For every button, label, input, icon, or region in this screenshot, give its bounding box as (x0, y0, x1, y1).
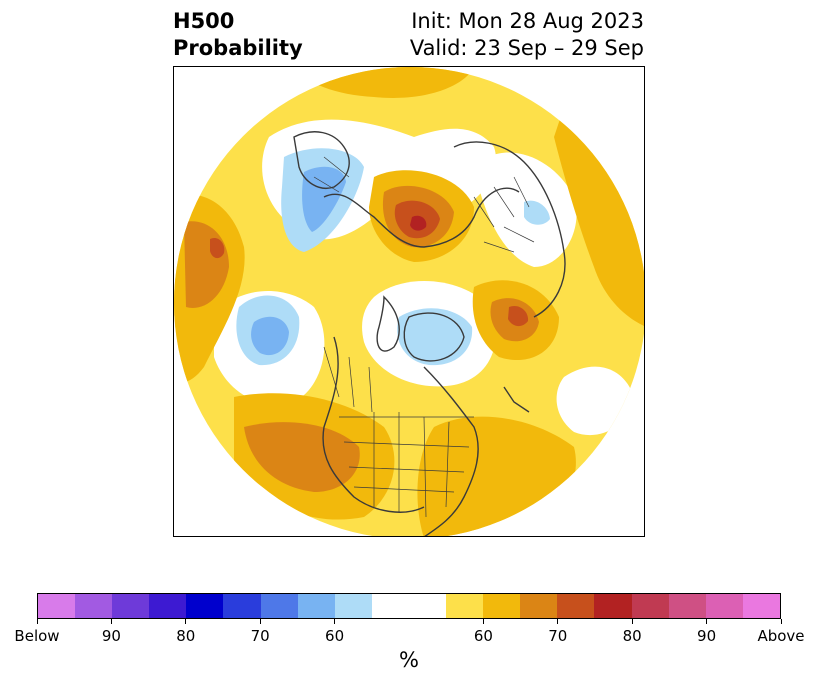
field-below-60-asia (524, 200, 550, 225)
coastlines (293, 131, 566, 536)
field-above-max-asia (410, 215, 427, 231)
colorbar-tick-label: 80 (176, 627, 196, 645)
colorbar-segment (520, 594, 558, 618)
colorbar-tick-label: 90 (101, 627, 121, 645)
colorbar-tick (631, 619, 633, 624)
colorbar-tick (780, 619, 782, 624)
field-above-70-south (417, 416, 576, 536)
borders-europe (313, 156, 350, 193)
colorbar-segment (557, 594, 595, 618)
colorbar-segment (371, 594, 409, 618)
colorbar-segment (408, 594, 447, 618)
polar-projection-map (174, 67, 644, 536)
colorbar-segment (149, 594, 187, 618)
coastline-northamerica-west (322, 336, 425, 513)
colorbar-segment (705, 594, 743, 618)
colorbar-segment (75, 594, 113, 618)
borders-eurasia (473, 176, 535, 253)
title-init-date: Init: Mon 28 Aug 2023 (411, 9, 644, 33)
borders-canada (323, 346, 373, 413)
colorbar-tick-label: 80 (622, 627, 642, 645)
colorbar-segment (334, 594, 372, 618)
colorbar-tick (36, 619, 38, 624)
colorbar-tick-label: Above (757, 627, 805, 645)
coastline-northamerica-east (423, 366, 479, 536)
colorbar-segment (483, 594, 521, 618)
colorbar-segment (631, 594, 669, 618)
colorbar-segment (112, 594, 150, 618)
coastline-greenland (376, 295, 400, 352)
coastline-japan (503, 386, 530, 413)
colorbar-tick (334, 619, 336, 624)
colorbar-tick-label: 70 (250, 627, 270, 645)
colorbar-segment (594, 594, 632, 618)
colorbar (37, 593, 781, 619)
field-below-70-europe (302, 166, 346, 232)
colorbar-segment (446, 594, 484, 618)
colorbar-tick (706, 619, 708, 624)
field-above-90-west (210, 237, 225, 259)
colorbar-segment (297, 594, 335, 618)
map-panel (173, 66, 645, 537)
borders (313, 156, 535, 518)
title-right: Init: Mon 28 Aug 2023 Valid: 23 Sep – 29… (410, 8, 644, 62)
colorbar-segment (260, 594, 298, 618)
colorbar-tick (482, 619, 484, 624)
colorbar-segment (742, 594, 780, 618)
coastline-scandinavia (293, 131, 350, 189)
colorbar-tick (185, 619, 187, 624)
coastline-arctic-islands (403, 312, 465, 362)
colorbar-segment (186, 594, 224, 618)
colorbar-tick-label: 90 (697, 627, 717, 645)
colorbar-tick-label: 60 (473, 627, 493, 645)
field-near-normal-atlantic (556, 366, 634, 436)
colorbar-unit-label: % (399, 648, 419, 672)
colorbar-segment (223, 594, 261, 618)
colorbar-tick (557, 619, 559, 624)
colorbar-tick (110, 619, 112, 624)
title-valid-range: Valid: 23 Sep – 29 Sep (409, 36, 644, 60)
colorbar-tick-label: 60 (325, 627, 345, 645)
field-above-80-northamerica (244, 422, 360, 492)
probability-field (174, 67, 644, 536)
title-variable: H500 (173, 9, 235, 33)
title-product: Probability (173, 36, 303, 60)
field-above-90-atlantic (508, 305, 529, 327)
colorbar-segment (38, 594, 76, 618)
colorbar-segment (668, 594, 706, 618)
title-left: H500 Probability (173, 8, 303, 62)
colorbar-tick (259, 619, 261, 624)
borders-usa (339, 412, 474, 518)
colorbar-tick-label: 70 (548, 627, 568, 645)
colorbar-tick-label: Below (14, 627, 60, 645)
coastline-asia-east (453, 141, 566, 318)
field-below-70-pacific (251, 316, 289, 356)
coastline-eurasia (323, 187, 520, 248)
field-below-60-arctic (397, 308, 473, 366)
